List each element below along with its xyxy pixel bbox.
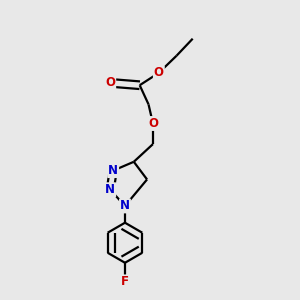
Text: N: N: [105, 183, 115, 196]
Text: N: N: [108, 164, 118, 177]
Text: O: O: [154, 66, 164, 80]
Text: F: F: [121, 275, 129, 288]
Text: O: O: [148, 117, 158, 130]
Text: N: N: [120, 200, 130, 212]
Text: O: O: [105, 76, 115, 89]
